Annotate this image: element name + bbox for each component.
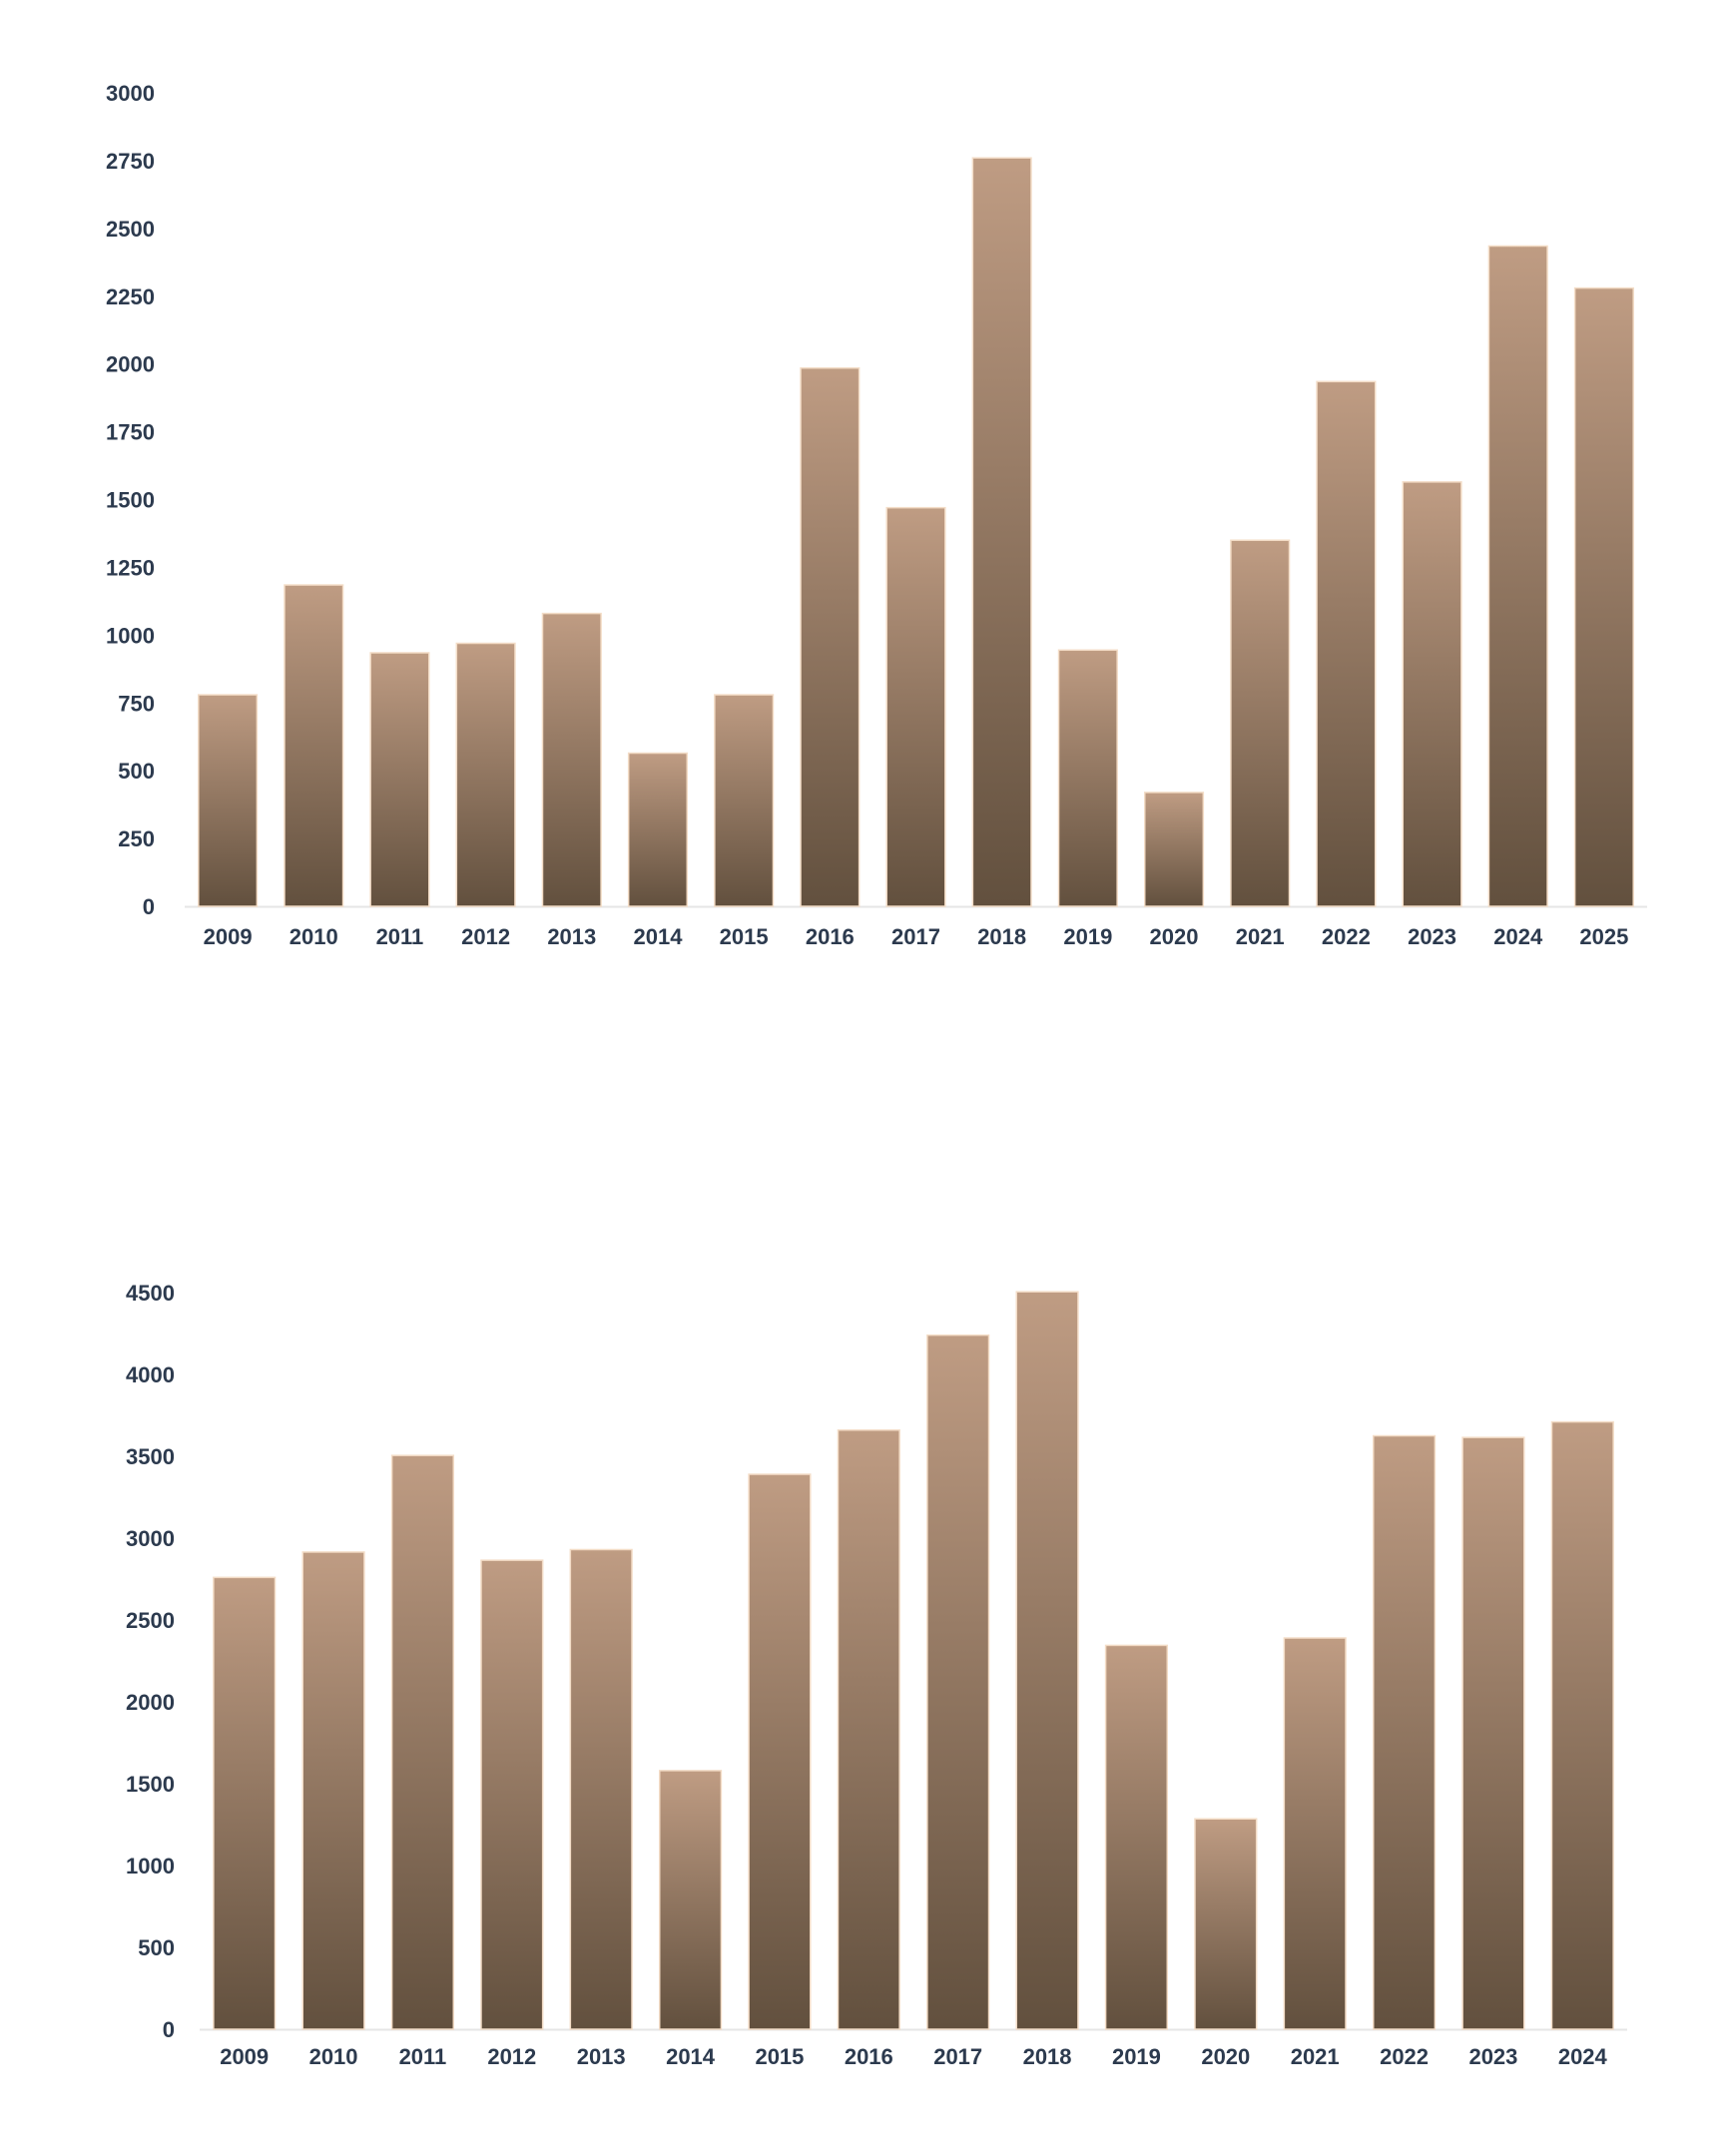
x-tick-label: 2015 — [755, 2044, 804, 2069]
x-tick-label: 2022 — [1322, 924, 1371, 949]
x-tick-label: 2011 — [399, 2044, 447, 2069]
x-tick-label: 2015 — [720, 924, 769, 949]
x-tick-label: 2020 — [1150, 924, 1199, 949]
y-tick-label: 250 — [118, 826, 155, 851]
x-tick-label: 2019 — [1112, 2044, 1161, 2069]
x-tick-label: 2010 — [309, 2044, 358, 2069]
chart-2: 0 500 1000 1500 2000 2500 3000 3500 4000 4500 2009… — [126, 1281, 1627, 2069]
y-tick-label: 3500 — [126, 1444, 175, 1469]
x-tick-label: 2024 — [1558, 2044, 1608, 2069]
y-tick-label: 1500 — [126, 1772, 175, 1797]
x-tick-label: 2017 — [933, 2044, 982, 2069]
bar-2013 — [569, 1548, 633, 2030]
y-tick-label: 2000 — [106, 352, 155, 377]
bar-2019 — [1057, 649, 1118, 907]
bar-2018 — [1015, 1291, 1079, 2030]
x-tick-label: 2021 — [1291, 2044, 1340, 2069]
y-tick-label: 1000 — [126, 1854, 175, 1879]
y-tick-label: 500 — [138, 1935, 175, 1960]
x-tick-label: 2020 — [1201, 2044, 1250, 2069]
y-tick-label: 3000 — [126, 1526, 175, 1551]
bar-2015 — [748, 1473, 812, 2030]
bar-2023 — [1402, 481, 1462, 907]
y-tick-label: 1250 — [106, 555, 155, 580]
x-tick-label: 2025 — [1579, 924, 1628, 949]
x-tick-label: 2012 — [461, 924, 510, 949]
bar-2024 — [1487, 245, 1548, 907]
x-tick-label: 2018 — [977, 924, 1026, 949]
bar-2019 — [1104, 1644, 1169, 2030]
x-tick-label: 2014 — [666, 2044, 716, 2069]
x-tick-label: 2010 — [289, 924, 338, 949]
y-tick-label: 2250 — [106, 284, 155, 309]
x-tick-label: 2012 — [487, 2044, 536, 2069]
bar-2017 — [926, 1334, 990, 2030]
y-tick-label: 2500 — [126, 1608, 175, 1633]
x-tick-label: 2018 — [1023, 2044, 1072, 2069]
x-tick-label: 2009 — [204, 924, 253, 949]
bar-2022 — [1316, 380, 1377, 907]
bar-2016 — [800, 366, 861, 907]
bar-2012 — [455, 642, 516, 907]
bar-2014 — [627, 752, 689, 907]
bar-2024 — [1550, 1420, 1614, 2030]
x-tick-label: 2021 — [1236, 924, 1285, 949]
x-tick-label: 2016 — [845, 2044, 893, 2069]
bar-2012 — [480, 1559, 544, 2030]
bar-2017 — [885, 506, 946, 907]
y-tick-label: 1500 — [106, 488, 155, 513]
bar-2011 — [390, 1454, 455, 2030]
y-tick-label: 500 — [118, 759, 155, 784]
bar-2013 — [541, 612, 602, 907]
y-tick-label: 2000 — [126, 1690, 175, 1715]
x-tick-label: 2014 — [633, 924, 683, 949]
x-tick-label: 2016 — [806, 924, 855, 949]
y-tick-label: 1000 — [106, 623, 155, 648]
y-tick-label: 0 — [163, 2017, 175, 2042]
y-tick-label: 2750 — [106, 149, 155, 174]
y-tick-label: 1750 — [106, 420, 155, 445]
bar-2023 — [1461, 1436, 1525, 2030]
x-tick-label: 2024 — [1493, 924, 1543, 949]
x-tick-label: 2019 — [1063, 924, 1112, 949]
bar-2021 — [1283, 1637, 1347, 2030]
bar-2011 — [369, 652, 430, 907]
y-tick-label: 0 — [143, 894, 155, 919]
bar-2021 — [1230, 539, 1291, 907]
x-tick-label: 2023 — [1468, 2044, 1517, 2069]
bar-2015 — [714, 694, 775, 907]
x-tick-label: 2023 — [1408, 924, 1456, 949]
bar-2009 — [198, 694, 259, 907]
bar-2020 — [1143, 792, 1205, 907]
bar-2016 — [837, 1429, 900, 2030]
bar-2010 — [301, 1551, 365, 2030]
x-tick-label: 2013 — [547, 924, 596, 949]
bar-2010 — [284, 584, 344, 907]
bar-2009 — [213, 1576, 277, 2030]
y-tick-label: 4000 — [126, 1362, 175, 1387]
x-tick-label: 2013 — [577, 2044, 626, 2069]
x-tick-label: 2009 — [220, 2044, 269, 2069]
bar-2025 — [1573, 286, 1634, 907]
y-tick-label: 2500 — [106, 217, 155, 242]
y-tick-label: 750 — [118, 691, 155, 716]
bar-2020 — [1194, 1818, 1258, 2030]
chart-1: 0 250 500 750 1000 1250 1500 1750 2000 2250 2500 27… — [106, 81, 1647, 949]
bar-2022 — [1372, 1434, 1437, 2030]
y-tick-label: 3000 — [106, 81, 155, 106]
x-tick-label: 2017 — [891, 924, 940, 949]
x-tick-label: 2022 — [1380, 2044, 1429, 2069]
bar-2018 — [971, 157, 1032, 907]
y-tick-label: 4500 — [126, 1281, 175, 1306]
x-tick-label: 2011 — [376, 924, 424, 949]
bar-2014 — [658, 1770, 723, 2030]
